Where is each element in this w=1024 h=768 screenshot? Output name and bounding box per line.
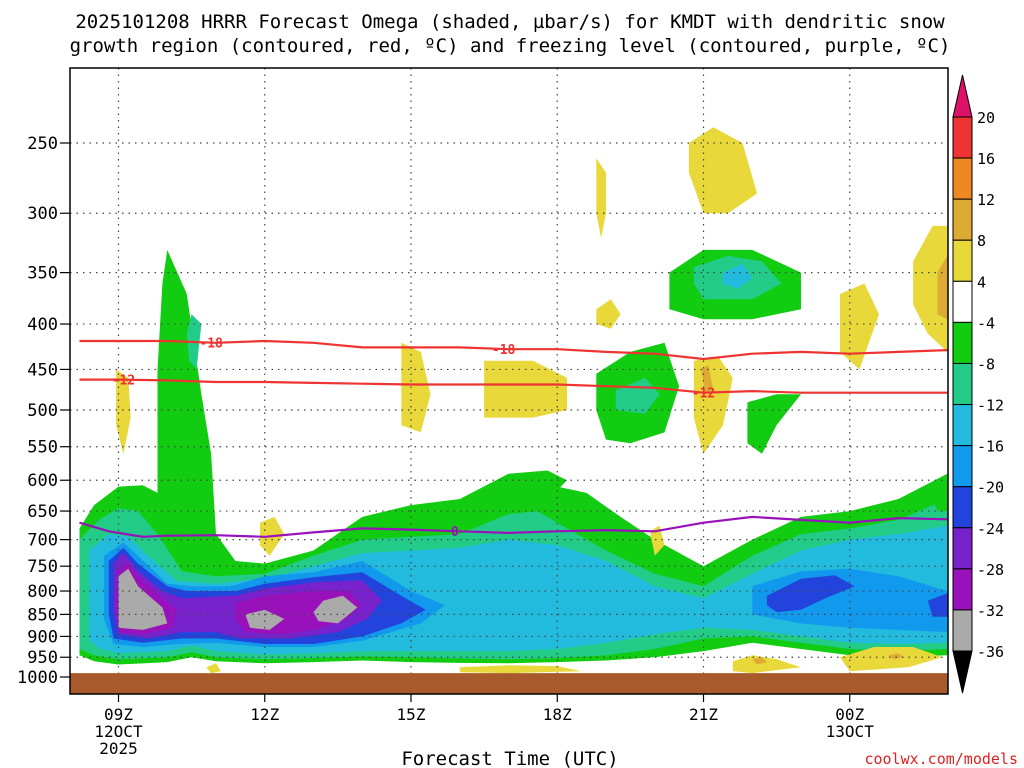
- omega-region-pos-4: [596, 158, 606, 239]
- x-axis-label: Forecast Time (UTC): [401, 748, 618, 768]
- dgz-contour--12-label: -12: [692, 387, 715, 402]
- y-tick-label-700: 700: [27, 531, 58, 551]
- y-tick-label-450: 450: [27, 360, 58, 380]
- y-tick-label-800: 800: [27, 582, 58, 602]
- y-tick-label-900: 900: [27, 627, 58, 647]
- omega-region-pos-14: [840, 647, 943, 672]
- y-tick-label-650: 650: [27, 502, 58, 522]
- x-tick-year-09Z: 2025: [99, 739, 138, 758]
- colorbar-band-16-20: [952, 116, 973, 159]
- colorbar-label--12: -12: [977, 397, 1004, 415]
- colorbar-band--36--32: [952, 609, 973, 652]
- omega-region-pos-18: [888, 653, 904, 660]
- dgz-contour--18: [79, 339, 948, 361]
- plot-area: -18 -18 -12 -12 0: [70, 68, 948, 694]
- y-tick-label-600: 600: [27, 471, 58, 491]
- colorbar-top-arrow: [952, 74, 973, 118]
- colorbar-label--16: -16: [977, 438, 1004, 456]
- y-tick-label-1000: 1000: [17, 668, 58, 688]
- omega-region-low-level-dkblue-3: [927, 593, 948, 617]
- colorbar: 20 16 12 8 4 -4 -8 -12 -16 -20 -24 -28 -32 -36: [952, 74, 1004, 694]
- colorbar-band-8-12: [952, 198, 973, 241]
- y-tick-label-550: 550: [27, 438, 58, 458]
- colorbar-label-8: 8: [977, 232, 986, 250]
- x-tick-date-09Z: 12OCT: [94, 722, 143, 741]
- freezing-level-contour: [79, 515, 948, 538]
- colorbar-band-12-16: [952, 157, 973, 200]
- colorbar-label-20: 20: [977, 109, 995, 127]
- omega-region-pos-12: [649, 525, 665, 556]
- contour-lines: -18 -18 -12 -12 0: [79, 337, 948, 540]
- credit-link[interactable]: coolwx.com/models: [864, 750, 1018, 768]
- omega-region-pos-1: [116, 369, 131, 454]
- omega-region-low-level-gray-2: [245, 609, 285, 630]
- chart-title-line-2: growth region (contoured, red, ºC) and f…: [70, 35, 951, 57]
- x-tick-label-21Z: 21Z: [689, 705, 718, 724]
- colorbar-band--28--24: [952, 527, 973, 570]
- dgz-contour--18-label: -18: [492, 343, 516, 358]
- y-tick-label-400: 400: [27, 315, 58, 335]
- y-tick-label-300: 300: [27, 204, 58, 224]
- colorbar-band-4-8: [952, 239, 973, 282]
- dgz-contour--12: [79, 378, 948, 394]
- chart-title-line-1: 2025101208 HRRR Forecast Omega (shaded, …: [75, 11, 945, 33]
- colorbar-label--36: -36: [977, 643, 1004, 661]
- omega-region-low-level-gray-3: [313, 595, 358, 624]
- colorbar-label--24: -24: [977, 520, 1004, 538]
- y-tick-label-250: 250: [27, 134, 58, 154]
- plot-frame: [69, 67, 949, 695]
- colorbar-label--28: -28: [977, 561, 1004, 579]
- omega-region-pos-13: [732, 655, 801, 674]
- ground-surface: [70, 673, 948, 694]
- colorbar-label--20: -20: [977, 479, 1004, 497]
- y-tick-label-500: 500: [27, 401, 58, 421]
- x-tick-label-09Z: 09Z: [104, 705, 133, 724]
- omega-region-pos-16: [206, 663, 221, 674]
- x-tick-label-00Z: 00Z: [835, 705, 864, 724]
- omega-region-pos-9: [913, 225, 948, 352]
- colorbar-band--20--16: [952, 445, 973, 488]
- x-tick-label-15Z: 15Z: [397, 705, 426, 724]
- y-tick-label-850: 850: [27, 605, 58, 625]
- omega-shading: [79, 127, 948, 674]
- y-tick-label-950: 950: [27, 648, 58, 668]
- colorbar-band--24--20: [952, 486, 973, 529]
- omega-region-pos-6: [688, 127, 758, 214]
- colorbar-label--8: -8: [977, 355, 995, 373]
- colorbar-label--4: -4: [977, 314, 995, 332]
- dgz-contour--18-label: -18: [199, 337, 223, 352]
- colorbar-label-4: 4: [977, 273, 986, 291]
- y-tick-label-750: 750: [27, 557, 58, 577]
- dgz-contour--12-label: -12: [112, 374, 135, 389]
- pressure-axis: 2503003504004505005506006507007508008509…: [17, 134, 70, 688]
- omega-region-mid-cyan-1: [723, 263, 753, 289]
- colorbar-band--12--8: [952, 362, 973, 406]
- colorbar-bottom-arrow: [952, 650, 973, 694]
- x-tick-label-18Z: 18Z: [543, 705, 572, 724]
- colorbar-band--8--4: [952, 321, 973, 364]
- colorbar-band--32--28: [952, 568, 973, 611]
- colorbar-label--32: -32: [977, 602, 1004, 620]
- omega-region-low-level-green: [79, 249, 948, 665]
- omega-region-pos-15: [459, 665, 582, 674]
- omega-region-mid-green-3: [747, 394, 801, 454]
- colorbar-band--4-4: [952, 280, 973, 323]
- omega-region-pos-10: [937, 255, 948, 320]
- colorbar-label-12: 12: [977, 191, 995, 209]
- omega-region-pos-5: [596, 299, 621, 329]
- colorbar-label-16: 16: [977, 150, 995, 168]
- x-tick-label-12Z: 12Z: [250, 705, 279, 724]
- omega-region-low-level-dkblue-2: [766, 575, 855, 613]
- x-tick-date-00Z: 13OCT: [826, 722, 875, 741]
- colorbar-band--16--12: [952, 404, 973, 447]
- omega-region-pos-19: [701, 365, 714, 395]
- omega-region-pos-3: [484, 360, 567, 418]
- y-tick-label-350: 350: [27, 264, 58, 284]
- omega-region-mid-green-4: [932, 473, 948, 512]
- omega-region-pos-17: [752, 657, 767, 665]
- freezing-level-contour-label: 0: [451, 525, 459, 540]
